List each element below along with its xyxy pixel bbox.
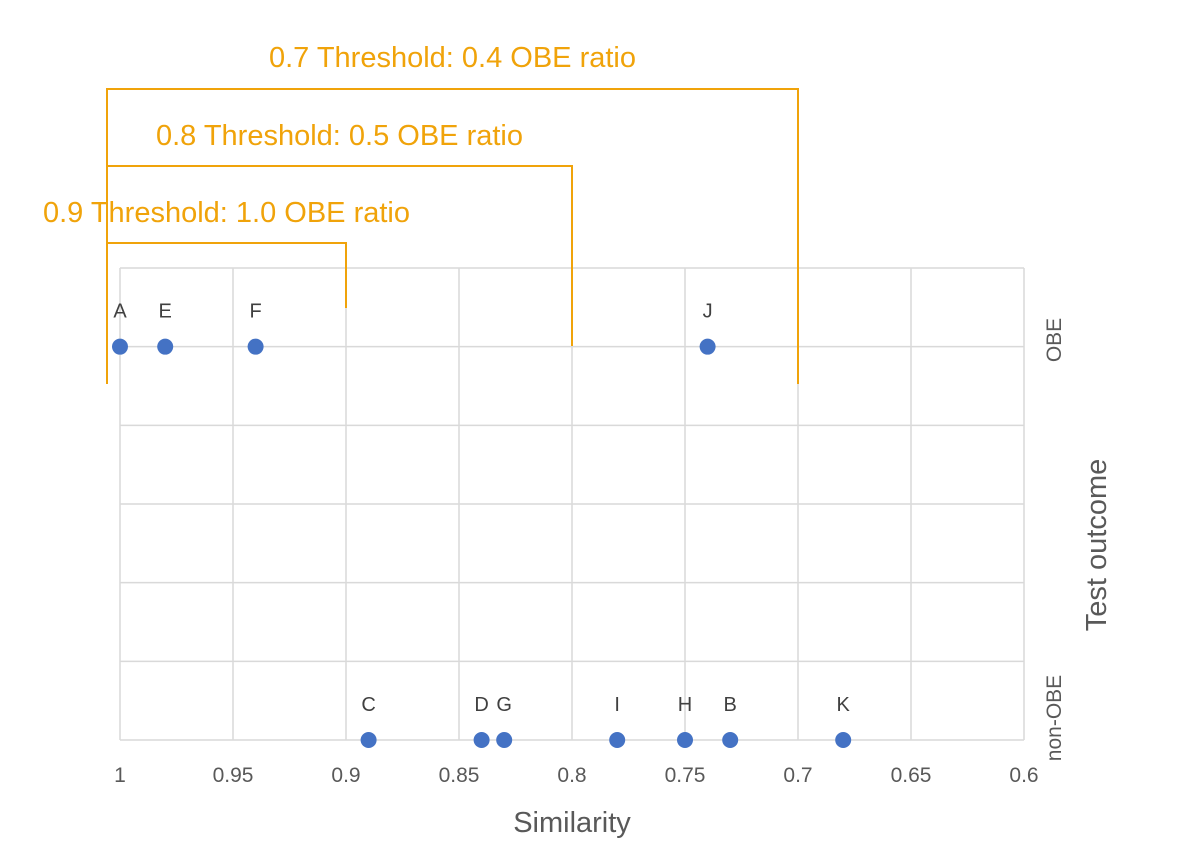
y-category-label: non-OBE [1043,675,1066,761]
data-point [157,338,174,355]
gridlines [119,267,1025,741]
y-axis-title: Test outcome [1081,459,1113,631]
threshold-annotations: 0.7 Threshold: 0.4 OBE ratio 0.8 Threshol… [43,42,799,384]
x-tick-label: 0.75 [665,764,706,787]
data-point [360,732,377,748]
data-point [722,732,739,748]
y-axis-categories: non-OBE OBE [1043,318,1066,761]
threshold-bracket [106,242,347,384]
x-tick-label: 1 [114,764,126,787]
x-tick-label: 0.7 [783,764,812,787]
data-point-label: B [724,694,737,716]
data-point [496,732,513,748]
data-point-label: E [159,301,172,323]
data-point [835,732,852,748]
data-point [112,338,128,355]
data-point-label: H [678,694,692,716]
data-point-label: J [703,301,713,323]
data-point-label: D [474,694,488,716]
x-tick-label: 0.9 [331,764,360,787]
data-point-label: G [496,694,512,716]
threshold-label: 0.8 Threshold: 0.5 OBE ratio [156,120,523,152]
x-axis-ticks: 1 0.95 0.9 0.85 0.8 0.75 0.7 0.65 0.6 [114,764,1038,787]
data-point [699,338,716,355]
x-tick-label: 0.6 [1009,764,1038,787]
data-point-label: F [249,301,261,323]
threshold-label: 0.7 Threshold: 0.4 OBE ratio [269,42,636,74]
data-point [677,732,693,748]
x-tick-label: 0.85 [439,764,480,787]
data-point-label: A [113,301,127,323]
data-point [473,732,490,748]
x-tick-label: 0.95 [213,764,254,787]
x-tick-label: 0.65 [891,764,932,787]
threshold-label: 0.9 Threshold: 1.0 OBE ratio [43,197,410,229]
data-point-label: I [614,694,620,716]
y-category-label: OBE [1043,318,1066,362]
data-point-label: K [837,694,851,716]
data-points: A E F J C D G I H B K [112,301,852,748]
data-point [247,338,264,355]
x-axis-title: Similarity [513,807,631,839]
data-point-label: C [361,694,375,716]
x-tick-label: 0.8 [557,764,586,787]
data-point [609,732,626,748]
